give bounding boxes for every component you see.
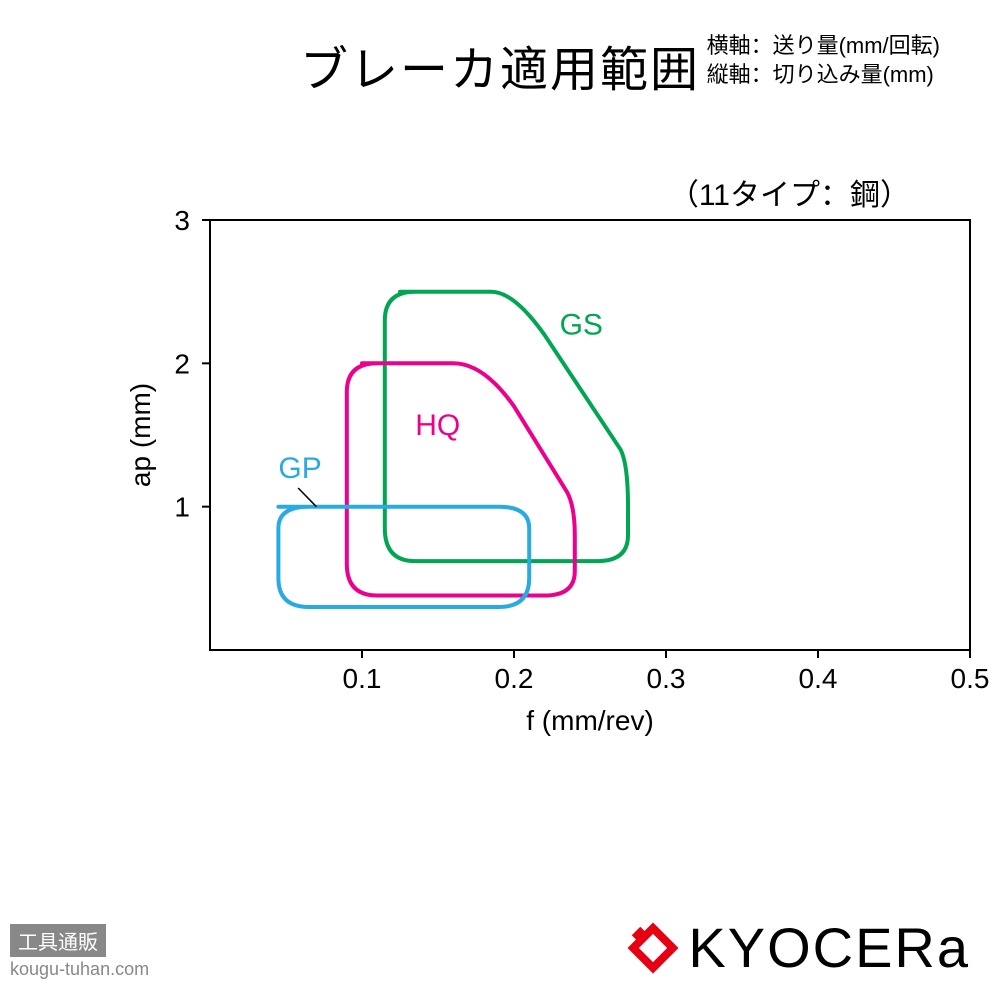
footer-url: kougu-tuhan.com	[10, 959, 149, 980]
region-label-gs: GS	[560, 309, 603, 342]
kyocera-logo: KYOCERa	[618, 915, 970, 980]
footer-badge: 工具通販	[10, 924, 106, 957]
chart-svg: 0.1 0.2 0.3 0.4 0.5 1 2 3 GP HQ GS f (mm/rev) ap (mm…	[120, 210, 990, 740]
svg-text:0.1: 0.1	[343, 663, 382, 694]
kyocera-logo-mark	[618, 918, 688, 978]
axis-legend-x: 横軸：送り量(mm/回転)	[707, 32, 940, 61]
chart-container: 0.1 0.2 0.3 0.4 0.5 1 2 3 GP HQ GS f (mm/rev) ap (mm…	[120, 210, 990, 745]
svg-text:0.4: 0.4	[799, 663, 838, 694]
y-axis-label: ap (mm)	[125, 383, 156, 487]
footer-left: 工具通販 kougu-tuhan.com	[10, 924, 149, 980]
svg-text:0.5: 0.5	[951, 663, 990, 694]
page-title: ブレーカ適用範囲	[300, 30, 700, 100]
x-axis-label: f (mm/rev)	[526, 705, 654, 736]
svg-text:0.2: 0.2	[495, 663, 534, 694]
svg-text:0.3: 0.3	[647, 663, 686, 694]
axis-legend-y: 縦軸：切り込み量(mm)	[707, 61, 940, 90]
axis-legend: 横軸：送り量(mm/回転) 縦軸：切り込み量(mm)	[707, 32, 940, 89]
kyocera-logo-text: KYOCERa	[688, 915, 970, 980]
chart-subtitle: （11タイプ：鋼）	[669, 170, 910, 214]
region-label-gp: GP	[278, 452, 321, 485]
svg-text:2: 2	[174, 348, 190, 379]
region-label-hq: HQ	[415, 409, 460, 442]
svg-text:1: 1	[174, 492, 190, 523]
svg-text:3: 3	[174, 210, 190, 236]
